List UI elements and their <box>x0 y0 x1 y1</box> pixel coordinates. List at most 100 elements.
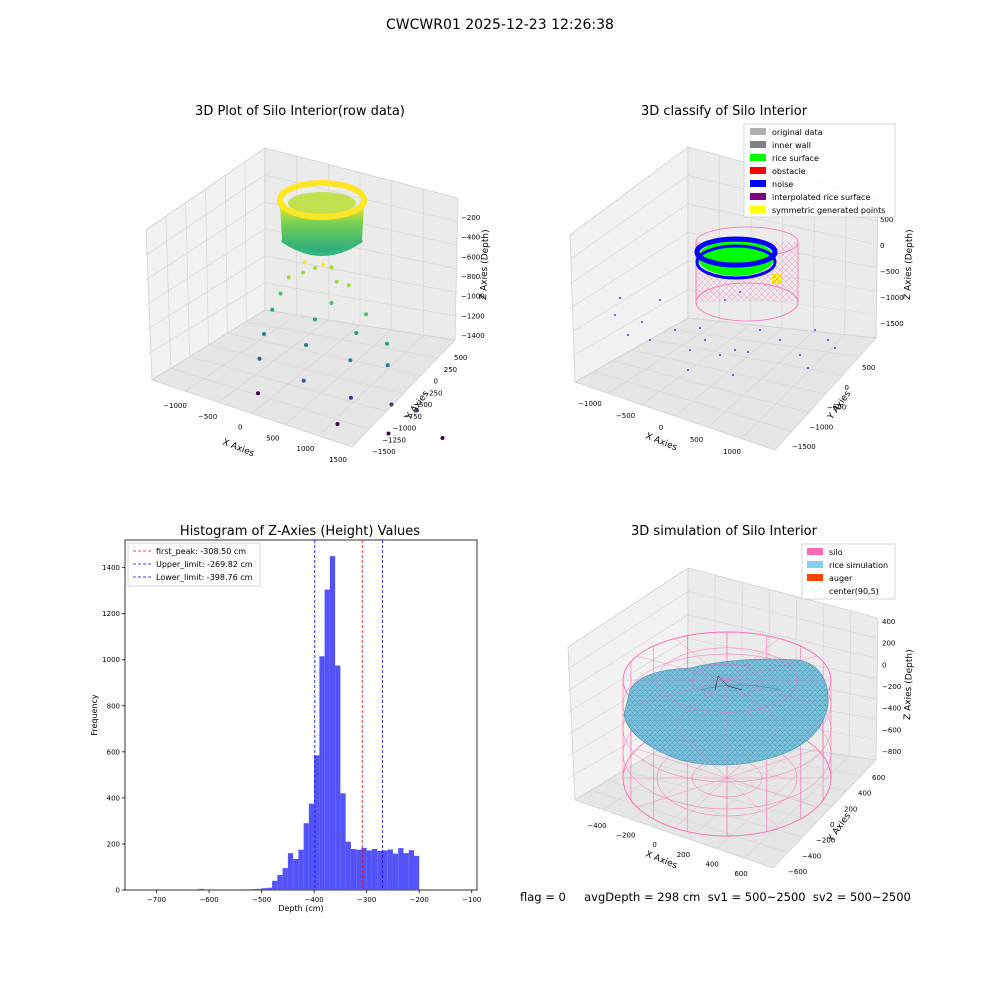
x-tick-label: 500 <box>690 436 703 444</box>
panel-classify-3d: −1000 −500 0 500 1000 500 0 −500 −1000 −1500 500… <box>569 123 915 456</box>
histogram-bar <box>392 853 399 890</box>
y-axis-label: Frequency <box>90 694 99 736</box>
scatter-point <box>278 291 283 296</box>
x-tick-label: 200 <box>677 851 690 859</box>
plot-title-simulation: 3D simulation of Silo Interior <box>631 524 817 539</box>
scatter-point <box>286 275 291 280</box>
y-tick-label: −1000 <box>393 425 417 433</box>
scatter-point <box>302 260 307 264</box>
plot-title-classify: 3D classify of Silo Interior <box>640 104 808 119</box>
scatter-point <box>301 270 305 275</box>
z-tick-label: −800 <box>461 273 480 281</box>
y-tick-labels: 500 250 0 −250 −500 −750 −1000 −1250 −1500 <box>372 354 467 456</box>
histogram-bar <box>314 755 320 890</box>
x-tick-labels: −400 −200 0 200 400 600 <box>587 822 747 878</box>
z-tick-label: −1500 <box>880 320 904 328</box>
noise-point <box>704 339 706 341</box>
x-tick-label: 500 <box>266 434 279 442</box>
z-tick-label: 400 <box>882 618 895 626</box>
scatter-point <box>329 265 334 270</box>
scatter-point <box>262 332 266 336</box>
status-footer: flag = 0 avgDepth = 298 cm sv1 = 500~250… <box>520 890 911 904</box>
legend-label: center(90,5) <box>829 587 879 596</box>
y-tick-label: 200 <box>107 840 120 848</box>
scatter-point <box>385 363 390 368</box>
histogram-bar <box>298 849 304 890</box>
scatter-point <box>313 265 317 270</box>
y-tick-label: −1500 <box>792 443 816 451</box>
noise-point <box>814 329 816 331</box>
y-tick-label: 500 <box>454 354 467 362</box>
y-tick-label: 1400 <box>102 564 120 572</box>
y-tick-label: 1200 <box>102 610 120 618</box>
legend: original data inner wall rice surface obsta… <box>743 123 896 218</box>
histogram-bar <box>303 823 309 890</box>
histogram-bar <box>261 888 267 890</box>
legend-label: inner wall <box>772 141 811 150</box>
noise-point <box>807 367 809 369</box>
legend-swatch <box>750 206 766 213</box>
x-tick-labels: −1000 −500 0 500 1000 1500 <box>163 402 347 464</box>
y-tick-label: −1250 <box>382 436 406 444</box>
scatter-point <box>304 343 308 347</box>
z-tick-labels: 400 200 0 −200 −400 −600 −800 <box>882 618 901 756</box>
legend-swatch <box>750 154 766 161</box>
legend-label: noise <box>772 180 793 189</box>
z-tick-label: −200 <box>882 683 901 691</box>
y-tick-label: −1500 <box>372 448 396 456</box>
scatter-point <box>440 436 445 440</box>
y-tick-label: −200 <box>816 837 835 845</box>
y-tick-label: 1000 <box>102 656 120 664</box>
x-tick-label: 1500 <box>329 456 347 464</box>
scatter-point <box>349 395 353 400</box>
histogram-bar <box>335 665 341 890</box>
x-tick-label: −1000 <box>578 400 602 408</box>
noise-point <box>689 349 691 351</box>
y-tick-label: 800 <box>107 702 120 710</box>
y-tick-label: 250 <box>444 366 457 374</box>
scatter-point <box>354 331 359 335</box>
legend-swatch <box>750 180 766 187</box>
legend-swatch <box>807 561 823 568</box>
scatter-point <box>329 301 334 305</box>
scatter-point <box>348 358 353 363</box>
z-axis-label: Z Axies (Depth) <box>903 649 915 720</box>
histogram-bar <box>382 850 388 890</box>
z-tick-label: −1400 <box>461 332 485 340</box>
histogram-bar <box>308 803 315 890</box>
x-tick-label: −600 <box>199 896 218 904</box>
noise-point <box>659 299 661 301</box>
x-axis-label: X Axies <box>644 850 679 872</box>
silo-top-rings <box>623 632 831 836</box>
scatter-point <box>257 356 262 361</box>
scatter-point <box>346 283 351 288</box>
legend-swatch <box>807 548 823 555</box>
histogram-bar <box>287 853 294 890</box>
legend-label: rice simulation <box>829 561 888 570</box>
x-tick-label: 1000 <box>296 445 314 453</box>
histogram-bar <box>398 848 404 890</box>
upper-ring <box>277 180 367 256</box>
z-tick-label: −200 <box>461 214 480 222</box>
legend-label: auger <box>829 574 853 583</box>
x-tick-labels: −1000 −500 0 500 1000 <box>578 400 741 456</box>
histogram-bar <box>293 858 299 890</box>
z-tick-label: −400 <box>461 234 480 242</box>
y-tick-labels: 500 0 −500 −1000 −1500 <box>792 364 875 451</box>
y-tick-label: −500 <box>413 401 432 409</box>
x-tick-label: −1000 <box>163 402 187 410</box>
z-tick-label: 0 <box>880 242 884 250</box>
z-axis-label: Z Axies (Depth) <box>479 229 491 300</box>
x-tick-label: −400 <box>305 896 324 904</box>
legend-swatch <box>750 167 766 174</box>
x-tick-label: −500 <box>616 412 635 420</box>
histogram-bar <box>350 849 357 890</box>
scatter-point <box>321 262 326 267</box>
x-tick-label: −500 <box>252 896 271 904</box>
legend-swatch <box>807 574 823 581</box>
histogram-bar <box>345 841 351 890</box>
y-tick-label: −400 <box>802 852 821 860</box>
histogram-bar <box>340 793 346 890</box>
z-tick-label: −1200 <box>461 312 485 320</box>
